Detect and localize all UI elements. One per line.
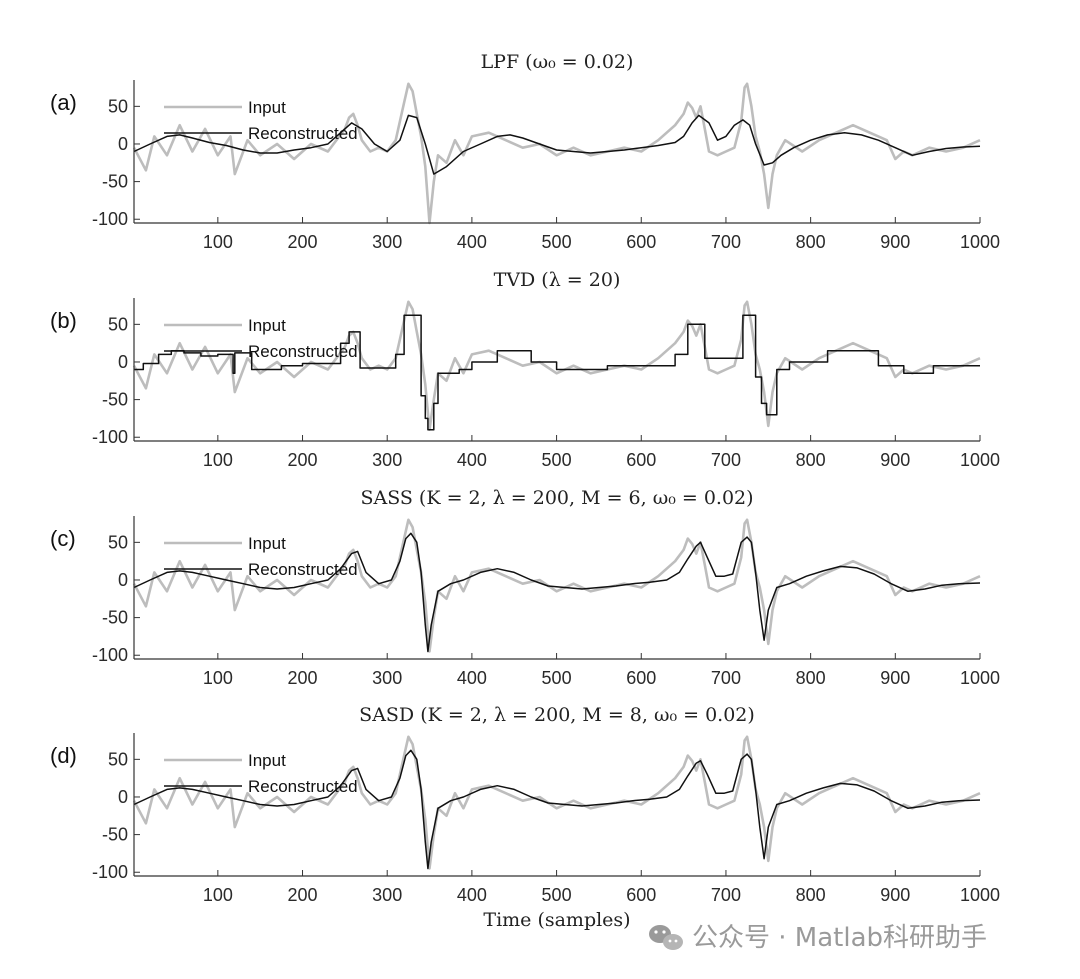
x-tick-label: 700 xyxy=(711,450,741,470)
x-tick-label: 700 xyxy=(711,885,741,905)
x-tick-label: 500 xyxy=(542,450,572,470)
x-tick-label: 300 xyxy=(372,668,402,688)
x-tick-label: 100 xyxy=(203,232,233,252)
x-tick-label: 300 xyxy=(372,885,402,905)
x-tick-label: 100 xyxy=(203,885,233,905)
series-line-reconstructed xyxy=(133,532,981,653)
y-tick-label: 50 xyxy=(108,532,128,552)
y-tick-label: 50 xyxy=(108,96,128,116)
legend-label: Input xyxy=(248,98,286,117)
x-tick-label: 200 xyxy=(287,232,317,252)
x-tick-label: 500 xyxy=(542,885,572,905)
x-tick-label: 700 xyxy=(711,668,741,688)
x-axis-label: Time (samples) xyxy=(483,909,630,931)
x-tick-label: 400 xyxy=(457,668,487,688)
panel-d: SASD (K = 2, λ = 200, M = 8, ω₀ = 0.02) (… xyxy=(50,704,1000,905)
y-tick-label: -50 xyxy=(102,608,128,628)
x-tick-label: 800 xyxy=(796,885,826,905)
panel-title: SASS (K = 2, λ = 200, M = 6, ω₀ = 0.02) xyxy=(360,487,753,509)
wechat-icon xyxy=(649,925,683,950)
x-tick-label: 300 xyxy=(372,232,402,252)
legend-label: Reconstructed xyxy=(248,777,358,796)
x-tick-label: 1000 xyxy=(960,668,1000,688)
legend-label: Reconstructed xyxy=(248,560,358,579)
watermark: 公众号 · Matlab科研助手 xyxy=(649,923,987,953)
x-tick-label: 200 xyxy=(287,668,317,688)
legend-label: Reconstructed xyxy=(248,342,358,361)
panel-c: SASS (K = 2, λ = 200, M = 6, ω₀ = 0.02) (… xyxy=(50,487,1000,688)
panel-label: (a) xyxy=(50,90,77,115)
x-tick-label: 1000 xyxy=(960,450,1000,470)
y-tick-label: -50 xyxy=(102,390,128,410)
x-tick-label: 100 xyxy=(203,450,233,470)
x-tick-label: 600 xyxy=(626,885,656,905)
series-line-reconstructed xyxy=(133,114,981,175)
x-tick-label: 300 xyxy=(372,450,402,470)
x-tick-label: 500 xyxy=(542,232,572,252)
x-tick-label: 1000 xyxy=(960,885,1000,905)
x-tick-label: 600 xyxy=(626,668,656,688)
series-line-input xyxy=(132,735,981,870)
x-tick-label: 900 xyxy=(880,450,910,470)
x-tick-label: 200 xyxy=(287,450,317,470)
legend-label: Reconstructed xyxy=(248,124,358,143)
x-tick-label: 800 xyxy=(796,450,826,470)
x-tick-label: 400 xyxy=(457,232,487,252)
x-tick-label: 600 xyxy=(626,450,656,470)
panel-a: LPF (ω₀ = 0.02)(a)100 200 300 400 500 600 700 8… xyxy=(50,51,1000,252)
panel-b: TVD (λ = 20)(b)100 200 300 400 500 600 700 800 9… xyxy=(50,269,1000,470)
legend-label: Input xyxy=(248,751,286,770)
y-tick-label: 0 xyxy=(118,134,128,154)
x-tick-label: 800 xyxy=(796,232,826,252)
x-tick-label: 900 xyxy=(880,885,910,905)
legend-label: Input xyxy=(248,316,286,335)
y-tick-label: 0 xyxy=(118,352,128,372)
y-tick-label: 0 xyxy=(118,787,128,807)
x-tick-label: 900 xyxy=(880,232,910,252)
y-tick-label: -50 xyxy=(102,172,128,192)
watermark-text: 公众号 · Matlab科研助手 xyxy=(692,923,987,953)
panel-label: (c) xyxy=(50,526,76,551)
y-tick-label: -50 xyxy=(102,825,128,845)
panel-title: TVD (λ = 20) xyxy=(494,269,621,291)
x-tick-label: 1000 xyxy=(960,232,1000,252)
y-tick-label: -100 xyxy=(92,209,128,229)
panel-label: (b) xyxy=(50,308,77,333)
panel-label: (d) xyxy=(50,743,77,768)
series-line-reconstructed xyxy=(134,314,980,431)
series-line-reconstructed xyxy=(133,749,981,870)
y-tick-label: -100 xyxy=(92,427,128,447)
y-tick-label: -100 xyxy=(92,862,128,882)
x-tick-label: 900 xyxy=(880,668,910,688)
y-tick-label: 0 xyxy=(118,570,128,590)
y-tick-label: 50 xyxy=(108,314,128,334)
x-tick-label: 600 xyxy=(626,232,656,252)
y-tick-label: 50 xyxy=(108,749,128,769)
x-tick-label: 200 xyxy=(287,885,317,905)
x-tick-label: 800 xyxy=(796,668,826,688)
y-tick-label: -100 xyxy=(92,645,128,665)
x-tick-label: 400 xyxy=(457,450,487,470)
panel-title: LPF (ω₀ = 0.02) xyxy=(481,51,634,73)
legend-label: Input xyxy=(248,534,286,553)
x-tick-label: 500 xyxy=(542,668,572,688)
panel-title: SASD (K = 2, λ = 200, M = 8, ω₀ = 0.02) xyxy=(359,704,755,726)
x-tick-label: 400 xyxy=(457,885,487,905)
series-line-input xyxy=(132,518,981,653)
x-tick-label: 100 xyxy=(203,668,233,688)
x-tick-label: 700 xyxy=(711,232,741,252)
